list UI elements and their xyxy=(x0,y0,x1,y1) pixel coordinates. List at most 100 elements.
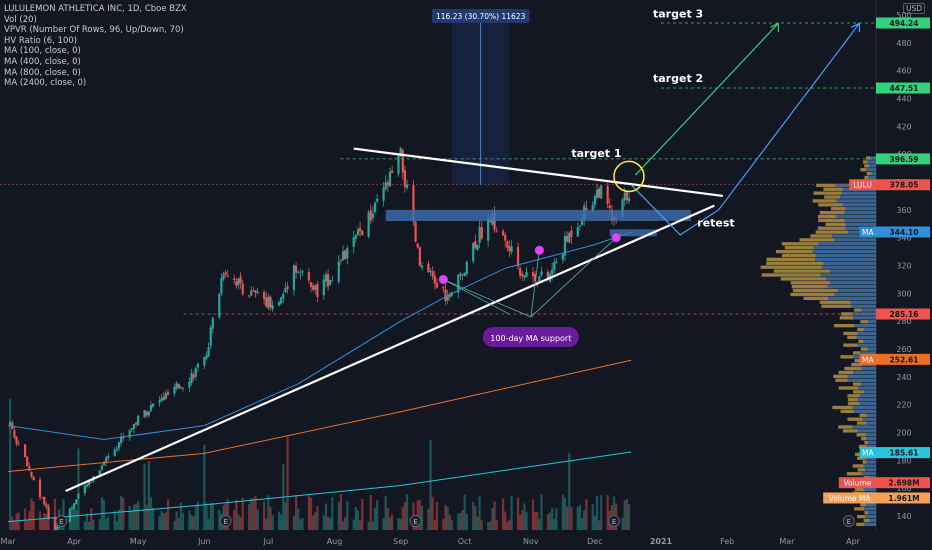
volume-bar xyxy=(143,463,146,530)
volume-bar xyxy=(359,520,362,530)
candle-body xyxy=(600,185,603,199)
vpvr-bar xyxy=(834,292,876,297)
volume-bar xyxy=(493,501,496,530)
volume-bar xyxy=(606,495,609,530)
volume-bar xyxy=(346,501,349,530)
vpvr-bar xyxy=(842,203,876,207)
vpvr-bar xyxy=(799,238,835,242)
legend-ma-2400[interactable]: MA (2400, close, 0) xyxy=(4,78,87,89)
volume-bar xyxy=(181,512,185,530)
vpvr-bar xyxy=(823,187,844,191)
range-measure-label: 116.23 (30.70%) 11623 xyxy=(436,12,526,21)
volume-bar xyxy=(521,510,524,530)
vpvr-bar xyxy=(864,390,876,394)
candle-body xyxy=(256,291,259,294)
vpvr-bar xyxy=(870,156,876,160)
candle-body xyxy=(166,392,170,395)
volume-bar xyxy=(386,507,389,530)
price-tag-name: Volume xyxy=(843,479,871,488)
volume-bar xyxy=(15,513,18,530)
volume-bar xyxy=(580,518,584,530)
vpvr-bar xyxy=(862,417,876,421)
candle-body xyxy=(446,295,449,301)
vpvr-bar xyxy=(821,265,876,269)
legend-ma-400[interactable]: MA (400, close, 0) xyxy=(4,56,81,67)
candle-body xyxy=(26,456,29,467)
volume-bar xyxy=(45,514,48,530)
candle-body xyxy=(373,202,377,213)
vpvr-bar xyxy=(818,218,845,223)
volume-bar xyxy=(301,518,304,530)
volume-bar xyxy=(47,512,50,530)
price-tag-bg xyxy=(876,153,930,165)
currency-badge[interactable]: USD xyxy=(903,3,926,14)
candle-body xyxy=(307,272,310,281)
volume-bar xyxy=(371,521,375,530)
candle-body xyxy=(621,199,624,217)
green-arrowhead xyxy=(770,22,779,33)
candle-body xyxy=(113,450,116,457)
candle-body xyxy=(433,275,436,284)
volume-bar xyxy=(262,501,266,530)
candle-body xyxy=(595,189,599,198)
volume-bar xyxy=(147,461,150,530)
candle-body xyxy=(324,274,328,282)
vpvr-bar xyxy=(857,398,876,402)
price-tag-name-bg xyxy=(859,447,876,459)
legend-symbol[interactable]: LULULEMON ATHLETICA INC, 1D, Cboe BZX xyxy=(4,4,187,14)
blue-arrowhead xyxy=(851,22,861,33)
volume-bar xyxy=(401,507,404,530)
volume-bar xyxy=(501,498,505,530)
vpvr-bar xyxy=(869,164,876,168)
candle-body xyxy=(386,182,389,186)
candle-body xyxy=(593,196,596,205)
vpvr-bar xyxy=(857,331,876,336)
candle-body xyxy=(265,297,268,307)
volume-bar xyxy=(627,504,631,530)
candle-body xyxy=(450,292,453,296)
volume-bar xyxy=(43,513,46,530)
legend-ma-800[interactable]: MA (800, close, 0) xyxy=(4,67,81,78)
price-tag-bg xyxy=(876,226,930,238)
legend-volume[interactable]: Vol (20) xyxy=(4,14,37,25)
volume-bar xyxy=(444,504,447,530)
candle-body xyxy=(15,436,18,444)
price-tag-value: 396.59 xyxy=(890,155,919,164)
vpvr-bar xyxy=(865,156,871,160)
candle-body xyxy=(120,436,123,444)
volume-bar xyxy=(416,500,419,530)
earnings-marker-label: E xyxy=(413,518,417,526)
candle-body xyxy=(346,247,349,259)
candle-body xyxy=(533,274,537,282)
volume-bar xyxy=(457,513,460,530)
candle-body xyxy=(555,261,558,263)
y-tick-label: 300 xyxy=(896,289,911,298)
candle-body xyxy=(322,279,325,296)
candle-body xyxy=(448,293,451,297)
legend-ma-100[interactable]: MA (100, close, 0) xyxy=(4,46,81,57)
candle-body xyxy=(546,272,550,280)
candle-body xyxy=(267,296,270,309)
x-tick-label: Mar xyxy=(779,537,795,546)
vpvr-bar xyxy=(854,507,864,511)
vpvr-bar xyxy=(851,362,863,367)
candle-body xyxy=(164,393,168,399)
volume-bar xyxy=(23,508,27,530)
candle-body xyxy=(568,232,571,243)
candle-body xyxy=(87,481,91,486)
legend-vpvr[interactable]: VPVR (Number Of Rows, 96, Up/Down, 70) xyxy=(4,25,184,36)
price-tag-value: 447.51 xyxy=(890,84,919,93)
vpvr-bar xyxy=(871,171,876,176)
volume-bar xyxy=(188,510,191,530)
ma-orange-line xyxy=(7,359,632,472)
vpvr-bar xyxy=(803,296,829,301)
legend-hv-ratio[interactable]: HV Ratio (6, 100) xyxy=(4,35,78,46)
volume-bar xyxy=(312,515,315,530)
vpvr-bar xyxy=(766,261,824,265)
vpvr-bar xyxy=(856,433,867,437)
vpvr-bar xyxy=(847,417,863,421)
candle-body xyxy=(598,188,601,198)
volume-bar xyxy=(397,517,400,530)
vpvr-bar xyxy=(853,390,865,394)
